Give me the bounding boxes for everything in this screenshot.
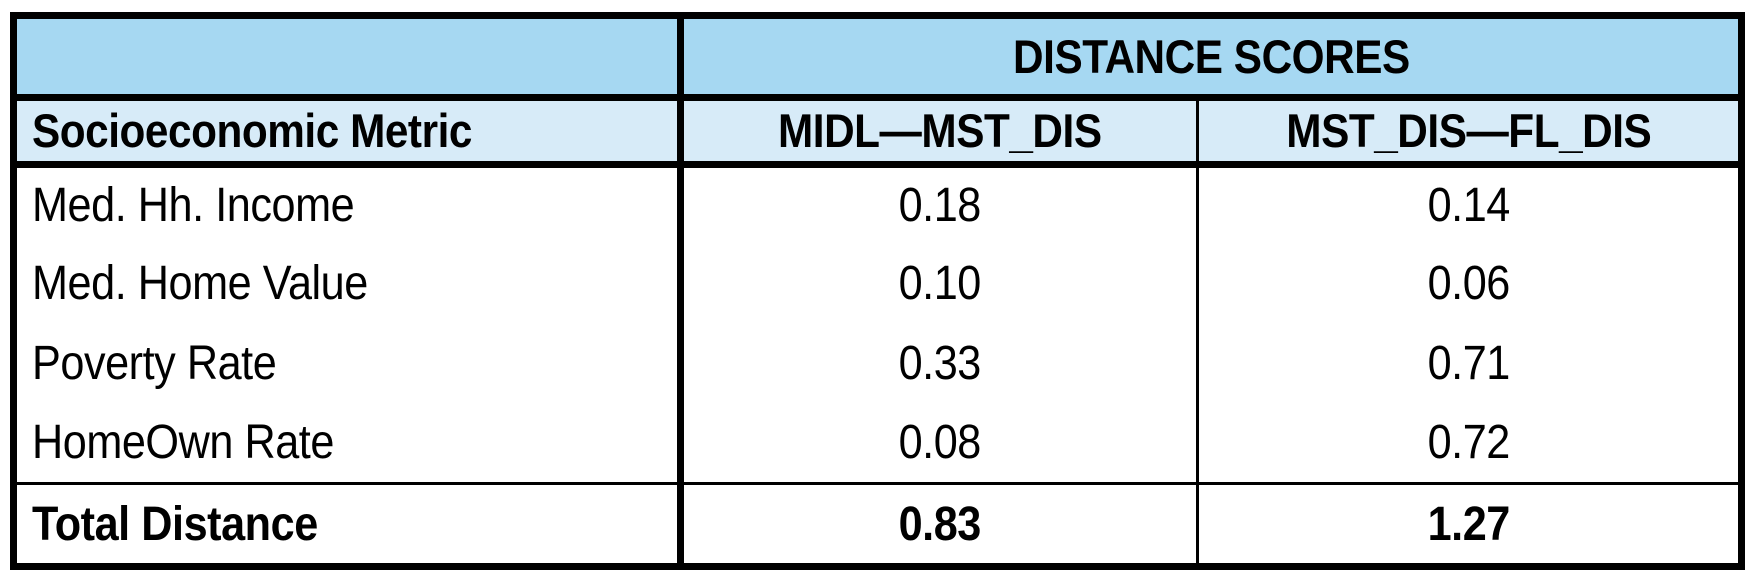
metric-label-cell: Med. Home Value bbox=[13, 243, 684, 324]
mst-dis-fl-dis-value-cell: 0.71 bbox=[1198, 324, 1742, 404]
metric-label-cell: HomeOwn Rate bbox=[13, 403, 684, 484]
midl-mst-dis-value-cell: 0.10 bbox=[680, 243, 1199, 324]
total-mst-dis-fl-dis-cell: 1.27 bbox=[1197, 482, 1742, 567]
metric-label-cell: Med. Hh. Income bbox=[13, 164, 684, 244]
midl-mst-dis-value: 0.18 bbox=[898, 179, 982, 233]
midl-mst-dis-value: 0.08 bbox=[898, 416, 982, 470]
total-label: Total Distance bbox=[32, 497, 318, 551]
mst-dis-fl-dis-value-cell: 0.06 bbox=[1198, 244, 1742, 324]
metric-label: Poverty Rate bbox=[32, 337, 277, 391]
midl-mst-dis-value-cell: 0.18 bbox=[680, 164, 1199, 244]
column-header-mst-dis-fl-dis-label: MST_DIS—FL_DIS bbox=[1285, 104, 1652, 158]
group-header-title: DISTANCE SCORES bbox=[1012, 29, 1410, 83]
mst-dis-fl-dis-value-cell: 0.14 bbox=[1198, 164, 1742, 244]
total-mst-dis-fl-dis-value: 1.27 bbox=[1427, 497, 1510, 551]
total-midl-mst-dis-value: 0.83 bbox=[898, 497, 982, 551]
metric-label: HomeOwn Rate bbox=[32, 416, 334, 470]
midl-mst-dis-value: 0.10 bbox=[898, 257, 982, 311]
column-header-row: Socioeconomic Metric MIDL—MST_DIS MST_DI… bbox=[13, 97, 1742, 168]
column-header-metric-label: Socioeconomic Metric bbox=[32, 104, 472, 158]
table-row: Med. Hh. Income 0.18 0.14 bbox=[13, 164, 1742, 244]
mst-dis-fl-dis-value: 0.71 bbox=[1427, 337, 1510, 391]
mst-dis-fl-dis-value: 0.14 bbox=[1427, 179, 1510, 233]
column-header-mst-dis-fl-dis: MST_DIS—FL_DIS bbox=[1197, 97, 1742, 168]
metric-label: Med. Home Value bbox=[32, 257, 368, 311]
distance-scores-table: DISTANCE SCORES Socioeconomic Metric MID… bbox=[10, 12, 1746, 570]
corner-empty-cell bbox=[13, 15, 684, 101]
column-header-midl-mst-dis: MIDL—MST_DIS bbox=[680, 97, 1199, 168]
total-label-cell: Total Distance bbox=[13, 482, 684, 567]
table-row: HomeOwn Rate 0.08 0.72 bbox=[13, 403, 1742, 484]
mst-dis-fl-dis-value-cell: 0.72 bbox=[1198, 404, 1742, 484]
metric-label: Med. Hh. Income bbox=[32, 179, 355, 233]
midl-mst-dis-value-cell: 0.33 bbox=[680, 323, 1199, 404]
group-header-cell: DISTANCE SCORES bbox=[680, 15, 1742, 101]
total-midl-mst-dis-cell: 0.83 bbox=[680, 482, 1199, 567]
table-row: Med. Home Value 0.10 0.06 bbox=[13, 243, 1742, 324]
column-header-midl-mst-dis-label: MIDL—MST_DIS bbox=[778, 104, 1102, 158]
group-header-row: DISTANCE SCORES bbox=[13, 15, 1742, 101]
mst-dis-fl-dis-value: 0.06 bbox=[1427, 257, 1510, 311]
metric-label-cell: Poverty Rate bbox=[13, 323, 684, 404]
table-row: Poverty Rate 0.33 0.71 bbox=[13, 323, 1742, 404]
column-header-metric: Socioeconomic Metric bbox=[13, 97, 684, 168]
total-row: Total Distance 0.83 1.27 bbox=[13, 482, 1742, 567]
midl-mst-dis-value-cell: 0.08 bbox=[680, 403, 1199, 484]
midl-mst-dis-value: 0.33 bbox=[898, 337, 982, 391]
mst-dis-fl-dis-value: 0.72 bbox=[1427, 416, 1510, 470]
